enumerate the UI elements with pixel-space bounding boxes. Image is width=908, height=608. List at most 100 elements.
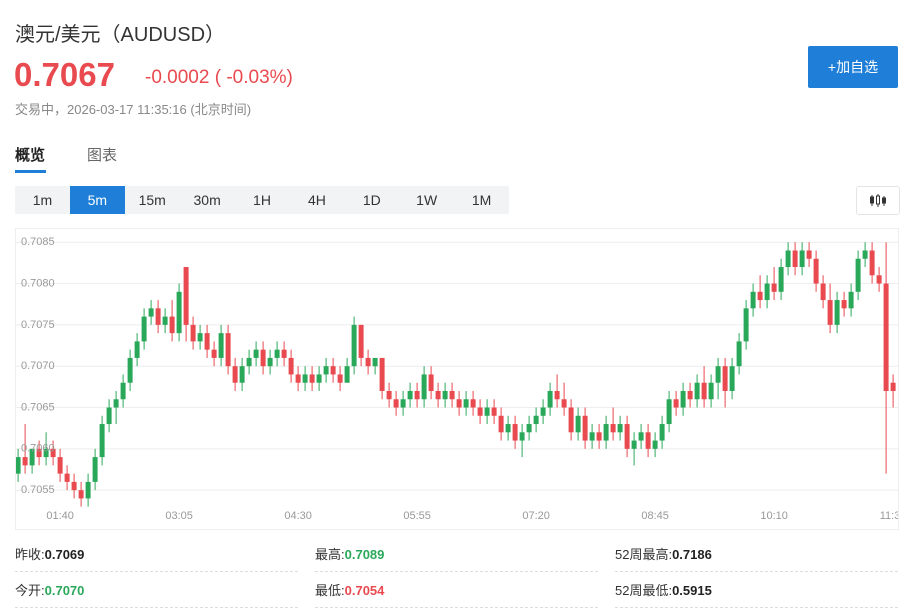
candlestick-chart: 0.7055 0.7060 0.7065 0.7070 0.7075 0.7080 0.70… <box>15 228 899 530</box>
candle-body <box>379 357 385 391</box>
period-button[interactable]: 1W <box>416 192 438 208</box>
candle-body <box>246 357 252 367</box>
candle-body <box>239 366 245 383</box>
candle-body <box>71 481 77 491</box>
separator <box>15 571 298 572</box>
candle-body <box>330 366 336 375</box>
period-button[interactable]: 1D <box>362 192 381 208</box>
period-button[interactable]: 1m <box>32 192 53 208</box>
candle-body <box>281 349 287 358</box>
stat-label: 昨收: <box>15 547 45 562</box>
candle-body <box>652 440 658 449</box>
stat-value: 0.7089 <box>344 547 385 562</box>
period-button[interactable]: 15m <box>138 192 166 208</box>
candle-body <box>533 415 539 425</box>
candle-body <box>162 316 168 325</box>
x-tick-label: 07:20 <box>522 510 550 522</box>
period-button[interactable]: 5m <box>69 186 125 214</box>
tab-underline <box>15 170 46 173</box>
candle-body <box>176 291 182 334</box>
candle-body <box>316 374 322 383</box>
candle-body <box>449 390 455 400</box>
candle-body <box>225 333 231 367</box>
candle-body <box>197 333 203 342</box>
add-watchlist-button[interactable]: +加自选 <box>808 46 898 88</box>
candle-body <box>834 300 840 325</box>
y-tick-label: 0.7070 <box>21 360 55 372</box>
candle-body <box>78 490 84 499</box>
candle-body <box>43 448 49 458</box>
y-tick-label: 0.7065 <box>21 401 55 413</box>
candle-body <box>722 366 728 391</box>
candle-body <box>260 349 266 367</box>
candle-body <box>50 448 56 458</box>
candle-body <box>526 424 532 433</box>
candle-body <box>827 300 833 325</box>
candle-body <box>337 374 343 383</box>
candle-body <box>155 308 161 325</box>
candle-body <box>365 357 371 367</box>
candle-body <box>57 457 63 474</box>
candle-body <box>659 424 665 441</box>
x-tick-label: 10:10 <box>760 510 788 522</box>
candle-body <box>645 432 651 449</box>
x-tick-label: 03:05 <box>165 510 193 522</box>
candle-body <box>624 424 630 449</box>
stat-label: 52周最高: <box>615 547 673 562</box>
candle-body <box>456 399 462 408</box>
candle-body <box>813 258 819 284</box>
stat-item: 最低:0.7054 <box>315 580 384 599</box>
candle-body <box>750 291 756 309</box>
stat-label: 最高: <box>315 547 345 562</box>
candle-body <box>29 448 35 466</box>
chart-type-button[interactable] <box>856 186 900 215</box>
tab[interactable]: 图表 <box>87 147 118 164</box>
candle-body <box>631 440 637 449</box>
candle-body <box>127 357 133 383</box>
tab[interactable]: 概览 <box>15 147 46 164</box>
candle-body <box>673 399 679 408</box>
candle-body <box>519 432 525 441</box>
candle-body <box>757 291 763 301</box>
y-tick-label: 0.7075 <box>21 319 55 331</box>
candle-body <box>582 415 588 441</box>
candle-body <box>386 390 392 400</box>
candle-body <box>848 291 854 309</box>
candle-body <box>792 250 798 268</box>
period-button[interactable]: 30m <box>193 192 221 208</box>
status: 交易中，2026-03-17 11:35:16 (北京时间) <box>15 102 252 117</box>
candle-body <box>22 457 28 466</box>
candle-body <box>351 324 357 367</box>
candle-body <box>393 399 399 408</box>
stat-item: 昨收:0.7069 <box>15 544 84 563</box>
candle-body <box>484 407 490 416</box>
period-button[interactable]: 4H <box>307 192 326 208</box>
candle-body <box>666 399 672 425</box>
candle-body <box>36 448 42 458</box>
candle-body <box>148 308 154 317</box>
candle-body <box>687 390 693 400</box>
candle-body <box>463 399 469 408</box>
candle-body <box>855 258 861 292</box>
candle-body <box>407 390 413 400</box>
candle-body <box>372 357 378 367</box>
candle-body <box>890 382 896 391</box>
period-button[interactable]: 1H <box>253 192 271 208</box>
stat-label: 最低: <box>315 583 345 598</box>
candle-body <box>547 390 553 408</box>
period-button[interactable]: 1M <box>471 192 492 208</box>
stat-item: 今开:0.7070 <box>15 580 84 599</box>
stat-value: 0.7054 <box>344 583 385 598</box>
candle-body <box>218 333 224 358</box>
candle-body <box>638 432 644 441</box>
candle-body <box>274 349 280 358</box>
stat-item: 52周最低:0.5915 <box>615 580 712 599</box>
stat-item: 最高:0.7089 <box>315 544 384 563</box>
candle-body <box>16 457 21 474</box>
stat-label: 52周最低: <box>615 583 673 598</box>
candle-body <box>120 382 126 400</box>
candle-body <box>211 349 217 358</box>
price: 0.7067 <box>14 56 115 93</box>
candle-body <box>414 390 420 400</box>
candle-body <box>701 382 707 400</box>
